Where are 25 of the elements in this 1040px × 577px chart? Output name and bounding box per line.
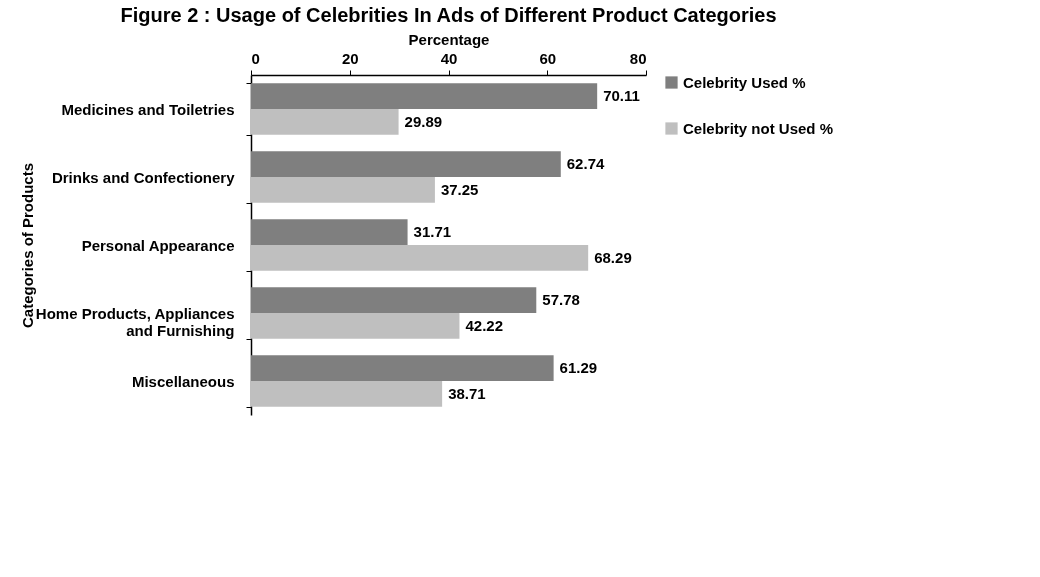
data-label: 42.22 — [465, 316, 504, 334]
y-tick-label: Personal Appearance — [81, 236, 235, 254]
data-label: 61.29 — [559, 359, 598, 377]
x-tick-label: 40 — [440, 49, 458, 67]
x-tick-label: 80 — [629, 49, 647, 67]
data-label: 62.74 — [566, 155, 605, 173]
x-tick-label: 60 — [539, 49, 557, 67]
data-label: 37.25 — [440, 180, 479, 198]
data-label: 68.29 — [594, 248, 632, 266]
x-axis-title: Percentage — [408, 30, 490, 48]
y-tick-label: Medicines and Toiletries — [61, 100, 235, 118]
data-label: 38.71 — [448, 384, 486, 402]
legend-label: Celebrity not Used % — [683, 119, 834, 137]
x-tick-label: 20 — [341, 49, 359, 67]
y-tick-label: Home Products, Appliances and Furnishing — [35, 304, 235, 339]
x-tick-label: 0 — [251, 49, 260, 67]
data-label: 31.71 — [413, 223, 452, 241]
y-axis-title: Categories of Products — [18, 162, 36, 329]
chart-title: Figure 2 : Usage of Celebrities In Ads of Different Product Categories — [120, 4, 777, 26]
data-label: 57.78 — [542, 291, 580, 309]
legend-label: Celebrity Used % — [683, 73, 806, 91]
y-tick-label: Miscellaneous — [131, 372, 235, 390]
y-tick-label: Drinks and Confectionery — [51, 168, 236, 186]
data-label: 29.89 — [404, 112, 443, 130]
data-label: 70.11 — [603, 87, 640, 105]
